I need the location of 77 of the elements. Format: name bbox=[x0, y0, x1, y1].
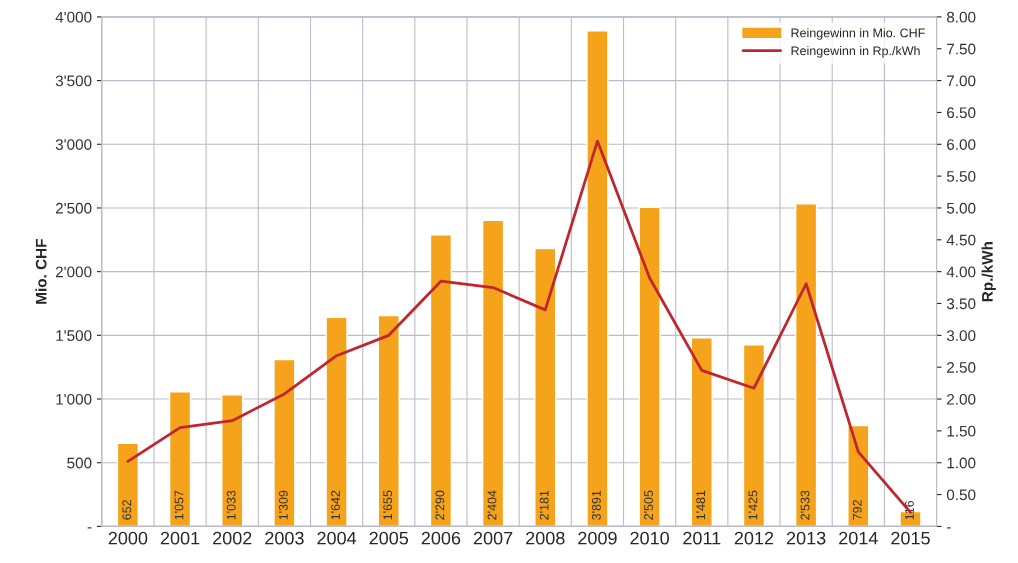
data-label: 1'033 bbox=[226, 490, 236, 520]
bar bbox=[377, 314, 400, 527]
bar bbox=[325, 316, 348, 527]
x-tick-label: 2001 bbox=[160, 531, 200, 545]
y2-tick-label: 8.00 bbox=[946, 11, 976, 23]
bar bbox=[794, 203, 818, 527]
y2-tick-label: 2.00 bbox=[947, 393, 976, 405]
bar bbox=[168, 391, 192, 527]
x-tick-label: 2011 bbox=[683, 531, 721, 545]
x-tick-label: 2005 bbox=[369, 531, 409, 545]
bar bbox=[481, 219, 505, 527]
data-label: 1'655 bbox=[383, 490, 393, 520]
y-tick-label: 4'000 bbox=[55, 11, 92, 23]
y2-tick-label: 6.00 bbox=[947, 139, 976, 150]
y-tick-label: 1'500 bbox=[56, 330, 92, 342]
y2-tick-label: 1.50 bbox=[947, 425, 976, 437]
bar bbox=[116, 442, 140, 527]
data-label: 1'057 bbox=[174, 490, 184, 520]
x-tick-label: 2012 bbox=[734, 531, 774, 545]
x-tick-label: 2000 bbox=[108, 531, 148, 545]
y-tick-label: 3'500 bbox=[55, 75, 92, 87]
y2-tick-label: 7.00 bbox=[947, 75, 976, 87]
x-tick-label: 2015 bbox=[891, 531, 930, 545]
y2-tick-label: 1.00 bbox=[947, 457, 976, 469]
x-tick-label: 2008 bbox=[526, 531, 565, 545]
data-label: 3'891 bbox=[591, 490, 601, 520]
x-tick-label: 2006 bbox=[421, 531, 461, 545]
y-tick-label: 500 bbox=[67, 457, 92, 469]
x-tick-label: 2013 bbox=[786, 531, 826, 545]
y2-tick-label: 3.00 bbox=[946, 330, 976, 342]
data-label: 2'533 bbox=[800, 490, 810, 520]
x-tick-label: 2002 bbox=[213, 531, 252, 545]
legend-label: Reingewinn in Rp./kWh bbox=[791, 46, 920, 58]
y2-axis-title: Rp./kWh bbox=[981, 242, 996, 302]
data-label: 1'481 bbox=[696, 490, 706, 520]
x-tick-label: 2009 bbox=[578, 531, 617, 545]
y2-tick-label: 5.50 bbox=[946, 170, 976, 182]
bar bbox=[638, 206, 661, 527]
data-label: 652 bbox=[122, 500, 132, 520]
y2-tick-label: 2.50 bbox=[947, 362, 976, 373]
data-label: 1'309 bbox=[278, 490, 288, 520]
bar bbox=[586, 30, 609, 527]
y2-tick-label: 7.50 bbox=[947, 43, 976, 55]
y2-tick-label: 4.50 bbox=[946, 234, 976, 246]
y-tick-label: 1'000 bbox=[56, 393, 92, 405]
bar bbox=[690, 337, 713, 527]
x-tick-label: 2010 bbox=[630, 531, 669, 545]
legend-label: Reingewinn in Mio. CHF bbox=[791, 28, 925, 40]
data-label: 1'425 bbox=[748, 490, 758, 520]
bar bbox=[534, 247, 557, 527]
data-label: 2'505 bbox=[644, 490, 653, 520]
data-label: 116 bbox=[904, 500, 914, 520]
y2-tick-label: 4.00 bbox=[946, 266, 976, 278]
y-tick-label: 2'000 bbox=[55, 266, 92, 278]
y2-tick-label: 6.50 bbox=[947, 107, 976, 119]
data-label: 1'642 bbox=[331, 490, 340, 520]
y2-tick-label: 5.00 bbox=[946, 202, 976, 214]
bar bbox=[221, 394, 244, 527]
bar bbox=[273, 358, 296, 527]
data-label: 2'181 bbox=[539, 490, 549, 520]
y-tick-label: 2'500 bbox=[55, 202, 92, 214]
bar bbox=[847, 424, 870, 527]
data-label: 2'404 bbox=[487, 490, 497, 520]
data-label: 792 bbox=[852, 500, 862, 520]
x-tick-label: 2014 bbox=[839, 531, 878, 545]
y-tick-label: 3'000 bbox=[55, 139, 92, 150]
x-tick-label: 2004 bbox=[317, 531, 357, 545]
data-label: 2'290 bbox=[435, 490, 445, 520]
y2-tick-label: 0.50 bbox=[946, 489, 976, 501]
x-tick-label: 2003 bbox=[265, 531, 304, 545]
y-axis-title: Mio. CHF bbox=[35, 239, 47, 304]
bar bbox=[429, 234, 453, 527]
x-tick-label: 2007 bbox=[473, 531, 513, 545]
y-tick-label: - bbox=[87, 527, 92, 529]
bar bbox=[742, 344, 766, 527]
y2-tick-label: 3.50 bbox=[946, 298, 976, 310]
y2-tick-label: - bbox=[946, 527, 951, 529]
